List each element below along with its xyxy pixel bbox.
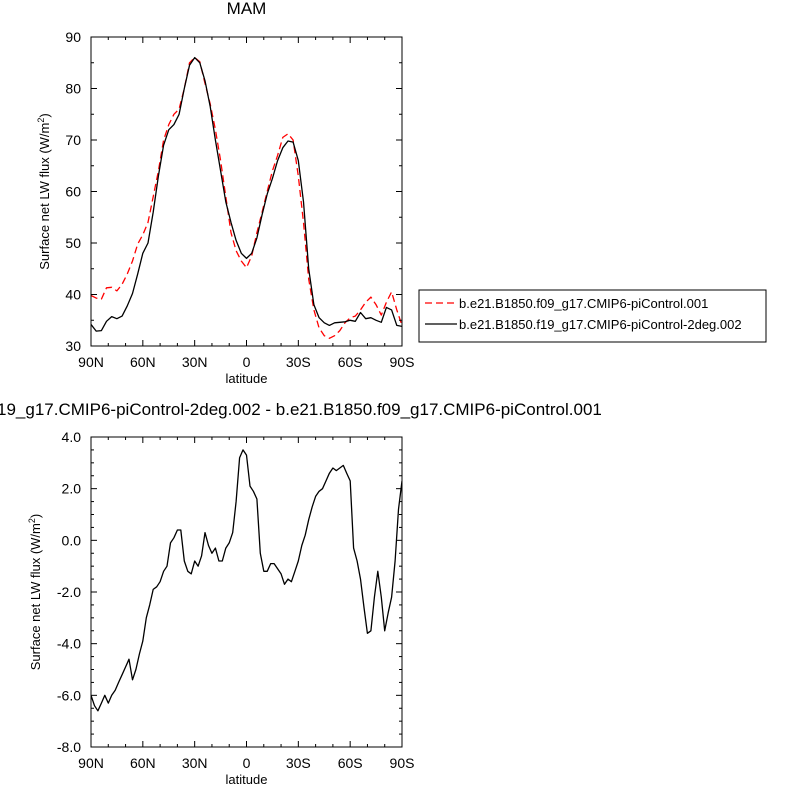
y-tick-label: -6.0	[57, 687, 81, 703]
y-tick-label: 60	[65, 184, 81, 200]
x-axis-title: latitude	[226, 371, 268, 386]
x-tick-label: 90S	[390, 755, 415, 771]
x-tick-label: 60S	[338, 755, 363, 771]
y-tick-label: -2.0	[57, 584, 81, 600]
series-group	[91, 56, 402, 339]
legend-box	[418, 289, 767, 343]
x-tick-label: 0	[243, 755, 251, 771]
chart-title: b.e21.B1850.f19_g17.CMIP6-piControl-2deg…	[0, 400, 602, 419]
x-tick-label: 30N	[182, 354, 208, 370]
series-line-2	[91, 56, 402, 332]
series-line-1	[91, 449, 402, 712]
x-tick-label: 90S	[390, 354, 415, 370]
x-tick-label: 90N	[78, 354, 104, 370]
x-tick-label: 90N	[78, 755, 104, 771]
y-tick-label: 50	[65, 235, 81, 251]
legend-label-1: b.e21.B1850.f09_g17.CMIP6-piControl.001	[459, 296, 708, 311]
y-tick-label: 90	[65, 29, 81, 45]
x-tick-label: 60N	[130, 755, 156, 771]
y-axis-title: Surface net LW flux (W/m2)	[27, 514, 43, 671]
x-tick-label: 0	[243, 354, 251, 370]
y-tick-label: 40	[65, 287, 81, 303]
y-tick-label: 0.0	[62, 532, 82, 548]
y-tick-label: 80	[65, 81, 81, 97]
x-tick-label: 30S	[286, 354, 311, 370]
legend: b.e21.B1850.f09_g17.CMIP6-piControl.001b…	[418, 289, 767, 343]
y-axis-title: Surface net LW flux (W/m2)	[36, 113, 52, 270]
y-tick-label: 4.0	[62, 429, 82, 445]
x-tick-label: 30N	[182, 755, 208, 771]
y-tick-label: 70	[65, 132, 81, 148]
x-tick-label: 30S	[286, 755, 311, 771]
series-group	[91, 449, 402, 712]
bottom-plot: b.e21.B1850.f19_g17.CMIP6-piControl-2deg…	[0, 400, 602, 787]
x-tick-label: 60S	[338, 354, 363, 370]
x-tick-label: 60N	[130, 354, 156, 370]
top-plot: MAM 90N 60N 30N 0 30S 60S 90S 30 40 50 60 70 80 90 lati…	[36, 0, 414, 386]
plot-frame	[90, 36, 403, 347]
y-tick-label: -4.0	[57, 636, 81, 652]
series-line-1	[91, 56, 402, 339]
legend-label-2: b.e21.B1850.f19_g17.CMIP6-piControl-2deg…	[459, 317, 742, 332]
x-axis-title: latitude	[226, 772, 268, 787]
y-tick-label: -8.0	[57, 739, 81, 755]
y-tick-label: 2.0	[62, 481, 82, 497]
y-tick-label: 30	[65, 338, 81, 354]
plot-frame	[90, 436, 403, 748]
chart-title: MAM	[227, 0, 267, 18]
